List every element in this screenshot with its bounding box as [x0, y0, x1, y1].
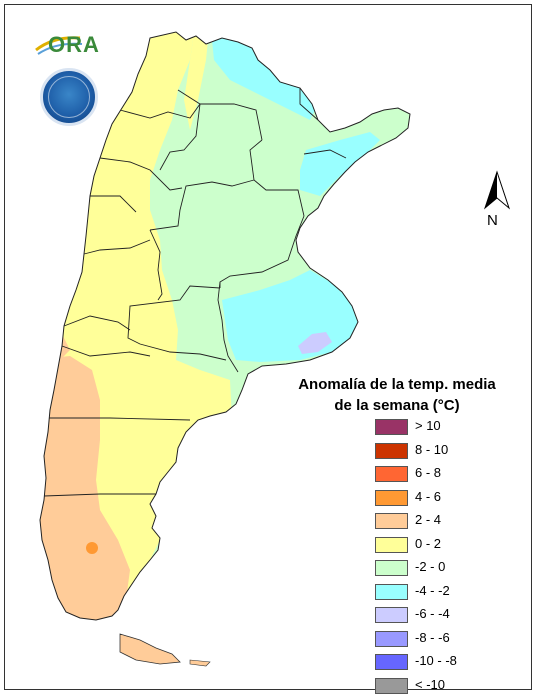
legend-label: -6 - -4	[415, 606, 450, 621]
legend-title: Anomalía de la temp. media de la semana …	[292, 374, 502, 416]
tierra-del-fuego	[120, 634, 180, 664]
north-arrow: N	[482, 170, 512, 230]
legend-swatch	[375, 466, 408, 482]
legend-swatch	[375, 607, 408, 623]
legend-label: -2 - 0	[415, 559, 445, 574]
legend-swatch	[375, 537, 408, 553]
legend-title-line1: Anomalía de la temp. media	[292, 374, 502, 395]
legend-item: 0 - 2	[375, 534, 505, 558]
legend-swatch	[375, 513, 408, 529]
legend-label: > 10	[415, 418, 441, 433]
north-arrow-icon	[482, 170, 512, 212]
legend-item: 8 - 10	[375, 440, 505, 464]
legend-swatch	[375, 490, 408, 506]
legend-swatch	[375, 678, 408, 694]
legend-swatch	[375, 560, 408, 576]
ora-logo-text: ORA	[48, 32, 100, 58]
legend-swatch	[375, 654, 408, 670]
legend-item: -8 - -6	[375, 628, 505, 652]
tierra-del-fuego-edge	[190, 660, 210, 666]
legend-label: 0 - 2	[415, 536, 441, 551]
legend-label: 4 - 6	[415, 489, 441, 504]
legend-item: -2 - 0	[375, 557, 505, 581]
legend-title-line2: de la semana (°C)	[292, 395, 502, 416]
legend-item: 4 - 6	[375, 487, 505, 511]
legend-swatch	[375, 419, 408, 435]
smn-seal-icon	[40, 68, 98, 126]
legend-item: -10 - -8	[375, 651, 505, 675]
legend-item: 6 - 8	[375, 463, 505, 487]
legend-label: 8 - 10	[415, 442, 448, 457]
ora-logo: ORA	[34, 30, 106, 60]
legend-item: -4 - -2	[375, 581, 505, 605]
legend-label: < -10	[415, 677, 445, 692]
legend-label: 2 - 4	[415, 512, 441, 527]
legend-label: -10 - -8	[415, 653, 457, 668]
legend-label: 6 - 8	[415, 465, 441, 480]
legend-label: -8 - -6	[415, 630, 450, 645]
legend-item: < -10	[375, 675, 505, 698]
north-label: N	[487, 212, 498, 229]
legend: > 10 8 - 10 6 - 8 4 - 6 2 - 4 0 - 2 -2 -…	[375, 416, 505, 698]
zone-4-6-spot	[86, 542, 98, 554]
legend-swatch	[375, 631, 408, 647]
legend-swatch	[375, 443, 408, 459]
legend-item: -6 - -4	[375, 604, 505, 628]
legend-item: 2 - 4	[375, 510, 505, 534]
legend-item: > 10	[375, 416, 505, 440]
legend-label: -4 - -2	[415, 583, 450, 598]
legend-swatch	[375, 584, 408, 600]
